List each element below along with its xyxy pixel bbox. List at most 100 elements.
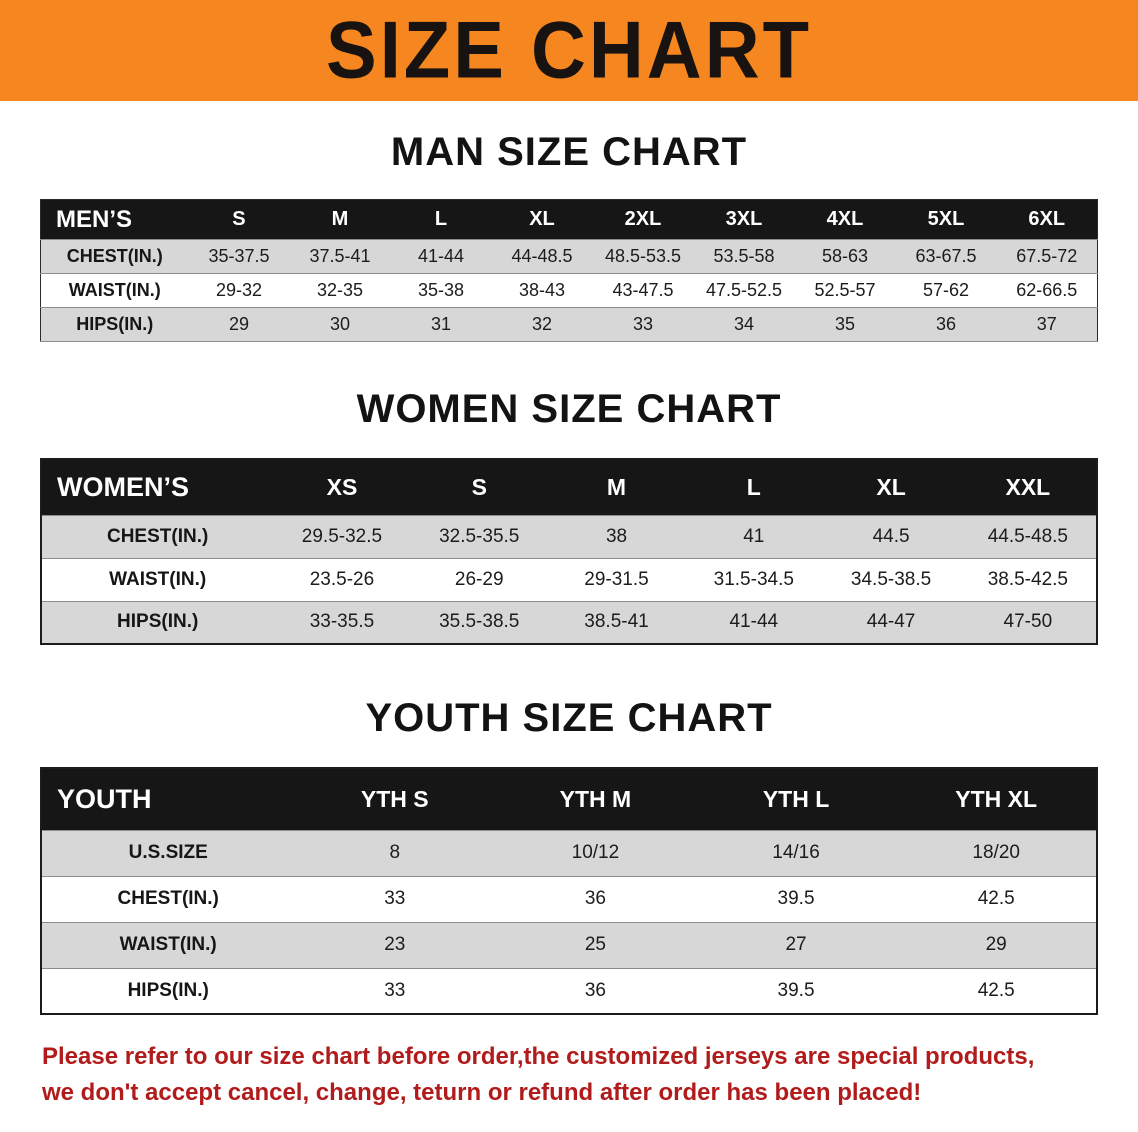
value-cell: 38 — [605, 525, 628, 547]
value-cell: 42.5 — [977, 979, 1015, 1001]
row-label-cell: CHEST(IN.) — [117, 888, 219, 909]
value-cell: 63-67.5 — [915, 246, 977, 266]
value-cell: 41 — [743, 525, 765, 547]
size-header-cell: XL — [822, 459, 960, 515]
value-cell: 33 — [632, 314, 653, 334]
value-cell: 37.5-41 — [309, 246, 371, 266]
youth-size-table: YOUTH YTH S YTH M YTH L YTH XL U.S.SIZE 8 10/12… — [40, 767, 1098, 1015]
banner: SIZE CHART — [0, 0, 1138, 101]
size-header-cell: S — [410, 459, 548, 515]
value-cell: 35.5-38.5 — [439, 611, 520, 633]
value-cell: 37 — [1036, 314, 1057, 334]
value-cell: 42.5 — [977, 888, 1015, 909]
value-cell: 33-35.5 — [309, 611, 375, 633]
value-cell: 25 — [584, 934, 606, 955]
value-cell: 23 — [384, 934, 406, 955]
value-cell: 38.5-42.5 — [987, 568, 1068, 590]
row-label-cell: U.S.SIZE — [128, 842, 208, 863]
size-chart-content: MAN SIZE CHART MEN’S S M L XL 2XL 3XL 4XL 5XL 6XL… — [0, 129, 1138, 1015]
table-row: HIPS(IN.) 33 36 39.5 42.5 — [41, 968, 1097, 1014]
value-cell: 23.5-26 — [309, 568, 375, 590]
size-header-cell: 5XL — [895, 199, 997, 240]
table-title-cell: YOUTH — [41, 768, 295, 830]
value-cell: 44.5 — [872, 525, 910, 547]
table-header-row: MEN’S S M L XL 2XL 3XL 4XL 5XL 6XL — [40, 199, 1098, 240]
size-header-cell: YTH L — [695, 768, 897, 830]
value-cell: 35-37.5 — [208, 246, 270, 266]
women-size-table: WOMEN’S XS S M L XL XXL CHEST(IN.) 29.5-32.5 32.5… — [40, 458, 1098, 645]
value-cell: 53.5-58 — [713, 246, 775, 266]
row-label-cell: WAIST(IN.) — [68, 280, 161, 300]
size-header-cell: XL — [491, 199, 593, 240]
value-cell: 36 — [584, 979, 606, 1001]
row-label-cell: WAIST(IN.) — [119, 934, 217, 955]
value-cell: 29 — [985, 934, 1007, 955]
men-section-heading: MAN SIZE CHART — [390, 130, 748, 174]
value-cell: 62-66.5 — [1016, 280, 1078, 300]
value-cell: 44-47 — [866, 611, 916, 633]
value-cell: 32 — [531, 314, 552, 334]
row-label-cell: CHEST(IN.) — [106, 525, 209, 547]
size-header-cell: 3XL — [693, 199, 795, 240]
disclaimer-line-1: Please refer to our size chart before or… — [42, 1043, 1035, 1070]
youth-section-heading: YOUTH SIZE CHART — [365, 696, 773, 740]
banner-title: SIZE CHART — [326, 4, 812, 96]
value-cell: 29.5-32.5 — [301, 525, 383, 547]
size-header-cell: L — [390, 199, 492, 240]
size-header-cell: S — [188, 199, 290, 240]
value-cell: 35-38 — [417, 280, 464, 300]
table-row: CHEST(IN.) 35-37.5 37.5-41 41-44 44-48.5 48.5… — [40, 239, 1098, 274]
size-header-cell: 6XL — [996, 199, 1098, 240]
value-cell: 29 — [228, 314, 249, 334]
size-header-cell: XXL — [959, 459, 1097, 515]
table-row: HIPS(IN.) 29 30 31 32 33 34 35 36 37 — [40, 307, 1098, 342]
table-row: HIPS(IN.) 33-35.5 35.5-38.5 38.5-41 41-44 44-… — [41, 601, 1097, 644]
value-cell: 35 — [834, 314, 855, 334]
size-header-cell: M — [289, 199, 391, 240]
size-header-cell: YTH S — [294, 768, 496, 830]
row-label-cell: WAIST(IN.) — [109, 568, 207, 590]
value-cell: 10/12 — [571, 842, 620, 863]
size-header-cell: YTH XL — [896, 768, 1097, 830]
size-header-cell: YTH M — [495, 768, 696, 830]
value-cell: 38.5-41 — [584, 611, 649, 633]
table-row: CHEST(IN.) 29.5-32.5 32.5-35.5 38 41 44.5 44.5… — [41, 515, 1097, 558]
disclaimer-line-2: we don't accept cancel, change, teturn o… — [42, 1079, 922, 1106]
table-header-row: WOMEN’S XS S M L XL XXL — [41, 459, 1097, 515]
row-label-cell: HIPS(IN.) — [76, 314, 154, 334]
value-cell: 32.5-35.5 — [439, 525, 520, 547]
value-cell: 29-32 — [215, 280, 262, 300]
table-row: WAIST(IN.) 23 25 27 29 — [41, 922, 1097, 968]
table-row: WAIST(IN.) 29-32 32-35 35-38 38-43 43-47.5 47.… — [40, 273, 1098, 308]
value-cell: 67.5-72 — [1016, 246, 1078, 266]
table-header-row: YOUTH YTH S YTH M YTH L YTH XL — [41, 768, 1097, 830]
value-cell: 27 — [785, 934, 807, 955]
table-row: CHEST(IN.) 33 36 39.5 42.5 — [41, 876, 1097, 922]
women-size-section: WOMEN SIZE CHART WOMEN’S XS S M L XL XXL CHEST(… — [0, 386, 1138, 645]
value-cell: 33 — [384, 979, 406, 1001]
size-header-cell: M — [547, 459, 686, 515]
value-cell: 26-29 — [454, 568, 504, 590]
row-label-cell: CHEST(IN.) — [66, 246, 163, 266]
value-cell: 44-48.5 — [511, 246, 573, 266]
value-cell: 18/20 — [972, 842, 1020, 863]
size-header-cell: L — [685, 459, 823, 515]
men-size-table: MEN’S S M L XL 2XL 3XL 4XL 5XL 6XL CHEST(IN.) 35-37… — [40, 199, 1098, 342]
value-cell: 8 — [389, 842, 401, 863]
value-cell: 32-35 — [316, 280, 363, 300]
women-section-heading: WOMEN SIZE CHART — [356, 387, 782, 431]
disclaimer: Please refer to our size chart before or… — [42, 1039, 1138, 1111]
youth-size-section: YOUTH SIZE CHART YOUTH YTH S YTH M YTH L YTH… — [0, 695, 1138, 1015]
value-cell: 47.5-52.5 — [705, 280, 782, 300]
value-cell: 41-44 — [729, 611, 779, 633]
value-cell: 57-62 — [922, 280, 969, 300]
table-row: U.S.SIZE 8 10/12 14/16 18/20 — [41, 830, 1097, 876]
value-cell: 39.5 — [777, 979, 815, 1001]
value-cell: 31.5-34.5 — [713, 568, 794, 590]
value-cell: 58-63 — [821, 246, 868, 266]
table-title-cell: MEN’S — [40, 199, 189, 240]
table-title-cell: WOMEN’S — [41, 459, 274, 515]
value-cell: 47-50 — [1003, 611, 1053, 633]
value-cell: 34.5-38.5 — [850, 568, 932, 590]
